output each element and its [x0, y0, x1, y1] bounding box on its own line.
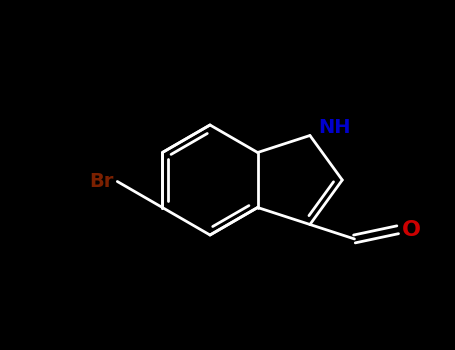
- Text: O: O: [402, 220, 421, 240]
- Text: Br: Br: [89, 172, 113, 191]
- Text: NH: NH: [318, 118, 350, 137]
